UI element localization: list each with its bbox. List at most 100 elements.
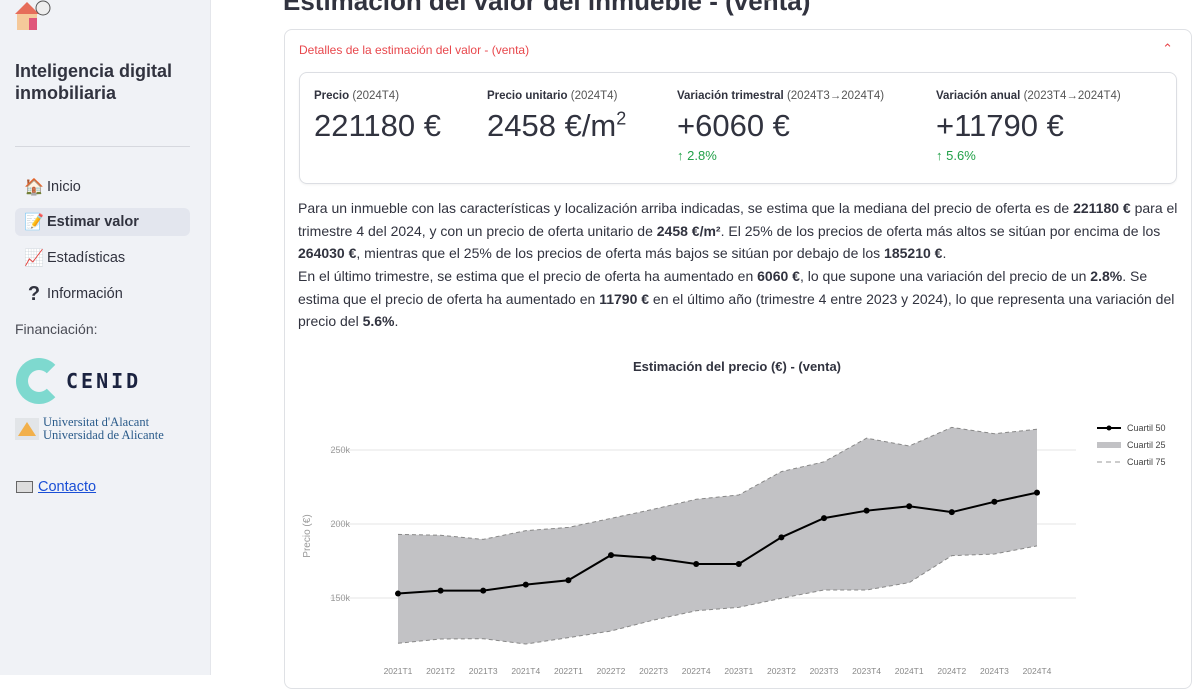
band-area-cuartil-25: [398, 427, 1037, 645]
median-point: [522, 581, 529, 588]
median-point: [480, 587, 487, 594]
page-title: Estimación del valor del inmueble - (ven…: [283, 0, 811, 16]
highlight-value: 2.8%: [1090, 268, 1123, 284]
median-point: [395, 590, 401, 597]
cenid-logo: CENID: [16, 358, 141, 404]
metric-variacion-trimestral: Variación trimestral (2024T3→2024T4) +60…: [677, 90, 884, 163]
x-tick-label: 2022T4: [682, 666, 711, 675]
median-point: [650, 555, 657, 562]
cenid-text: CENID: [66, 369, 142, 393]
sidebar-item-estadisticas[interactable]: 📈 Estadísticas: [15, 244, 190, 272]
ua-mark-icon: [15, 418, 39, 440]
text-segment: , mientras que el 25% de los precios de …: [356, 245, 885, 261]
text-segment: . Se estima que el precio de oferta ha a…: [298, 268, 1148, 307]
sidebar-item-label: Estadísticas: [47, 250, 126, 266]
chart-increasing-icon: 📈: [24, 250, 44, 267]
metric-label: Variación trimestral: [677, 90, 784, 102]
series-cuartil-75-upper: [397, 426, 1038, 540]
x-tick-label: 2021T4: [511, 666, 540, 675]
y-axis-label: Precio (€): [302, 514, 313, 557]
metric-value: +11790 €: [936, 108, 1064, 143]
metric-delta: ↑ 2.8%: [677, 148, 884, 163]
app-logo-icon: [15, 0, 51, 32]
text-segment: .: [942, 245, 947, 261]
summary-paragraph: Para un inmueble con las características…: [298, 197, 1183, 265]
x-tick-label: 2021T2: [426, 666, 455, 675]
metric-precio-unitario: Precio unitario (2024T4) 2458 €/m2: [487, 90, 626, 144]
metric-label: Variación anual: [936, 90, 1021, 102]
highlight-value: 6060 €: [757, 268, 800, 284]
expander-header[interactable]: Detalles de la estimación del valor - (v…: [299, 43, 530, 57]
text-segment: en el último año (trimestre 4 entre 2023…: [298, 290, 1175, 330]
legend-label: Cuartil 75: [1127, 457, 1166, 467]
median-point: [1034, 489, 1040, 496]
x-tick-label: 2022T3: [639, 666, 668, 675]
series-cuartil-25-lower: [397, 545, 1038, 645]
ua-line2: Universidad de Alicante: [43, 428, 164, 442]
highlight-value: 11790 €: [599, 290, 650, 307]
highlight-value: 221180 €: [1073, 200, 1131, 216]
ua-logo: Universitat d'Alacant Universidad de Alic…: [15, 416, 164, 442]
x-tick-label: 2024T4: [1023, 666, 1052, 675]
text-segment: Para un inmueble con las características…: [298, 200, 1074, 216]
contact-link[interactable]: Contacto: [38, 479, 97, 495]
series-cuartil-50-line: [397, 491, 1038, 595]
legend-label: Cuartil 25: [1127, 440, 1166, 450]
metric-value: 2458 €/m: [487, 108, 617, 143]
sidebar: Inteligencia digital inmobiliaria 🏠 Inici…: [0, 0, 211, 675]
highlight-value: 5.6%: [362, 313, 395, 329]
x-tick-label: 2024T3: [980, 666, 1009, 675]
highlight-value: 185210 €: [884, 245, 943, 261]
x-tick-label: 2024T2: [937, 666, 966, 675]
sidebar-item-label: Información: [47, 286, 123, 302]
cenid-mark-icon: [16, 358, 62, 404]
text-segment: , lo que supone una variación del precio…: [799, 268, 1091, 284]
house-icon: 🏠: [24, 179, 44, 196]
metric-period: (2024T3→2024T4): [786, 90, 885, 102]
metric-delta: ↑ 5.6%: [936, 148, 1121, 163]
median-point: [735, 560, 742, 567]
median-point: [437, 587, 444, 594]
median-point: [565, 577, 572, 584]
y-tick-label: 200k: [330, 519, 350, 529]
delta-value: 2.8%: [687, 148, 717, 163]
metric-label: Precio: [314, 90, 350, 102]
x-tick-label: 2021T1: [384, 666, 413, 675]
text-segment: para el trimestre 4 del 2024, y con un p…: [298, 200, 1178, 239]
highlight-value: 264030 €: [298, 245, 357, 261]
legend-marker-cuartil-50: [1106, 425, 1112, 431]
median-point: [906, 503, 913, 510]
variation-paragraph: En el último trimestre, se estima que el…: [298, 265, 1183, 333]
chevron-up-icon[interactable]: ⌃: [1162, 41, 1173, 56]
median-point: [948, 509, 955, 516]
median-point: [991, 498, 998, 505]
x-tick-label: 2022T1: [554, 666, 583, 675]
divider: [15, 146, 190, 147]
sidebar-item-label: Inicio: [47, 179, 81, 195]
arrow-up-icon: ↑: [936, 148, 943, 163]
sidebar-item-label: Estimar valor: [47, 214, 139, 230]
x-tick-label: 2023T4: [852, 666, 881, 675]
x-tick-label: 2024T1: [895, 666, 924, 675]
text-segment: .: [394, 313, 399, 329]
sidebar-item-inicio[interactable]: 🏠 Inicio: [15, 173, 190, 201]
metric-period: (2023T4→2024T4): [1023, 90, 1121, 102]
median-point: [778, 534, 785, 541]
funding-label: Financiación:: [15, 321, 98, 337]
y-tick-label: 150k: [330, 593, 350, 603]
arrow-up-icon: ↑: [677, 148, 684, 163]
median-point: [693, 560, 700, 567]
x-tick-label: 2023T2: [767, 666, 796, 675]
metrics-panel: Precio (2024T4) 221180 € Precio unitario…: [299, 72, 1177, 184]
contact-item[interactable]: Contacto: [16, 479, 96, 495]
sidebar-item-informacion[interactable]: ? Información: [15, 280, 190, 308]
sidebar-item-estimar-valor[interactable]: 📝 Estimar valor: [15, 208, 190, 236]
metric-precio: Precio (2024T4) 221180 €: [314, 90, 441, 144]
x-tick-label: 2022T2: [597, 666, 626, 675]
memo-icon: 📝: [24, 214, 44, 231]
question-icon: ?: [27, 282, 41, 305]
median-point: [608, 552, 614, 559]
chart-title: Estimación del precio (€) - (venta): [633, 359, 841, 374]
text-segment: . El 25% de los precios de oferta más al…: [720, 222, 1161, 239]
x-tick-label: 2023T1: [724, 666, 753, 675]
